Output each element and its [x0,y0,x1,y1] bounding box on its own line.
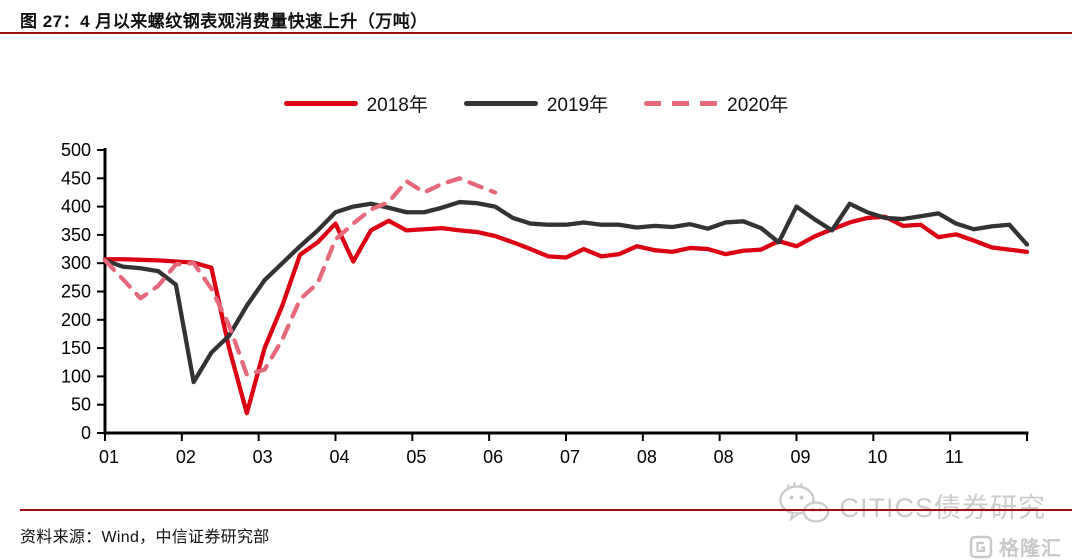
x-tick-label: 09 [790,447,810,467]
title-underline [0,32,1072,34]
legend-item-2018: 2018年 [283,90,428,117]
y-tick-label: 300 [61,253,91,273]
chart-area: 0 50 100 150 200 250 300 350 400 450 500 01 02 03 04 05… [0,125,1072,475]
x-tick-label: 10 [867,447,887,467]
x-tick-label: 08 [637,447,657,467]
legend-label-2018: 2018年 [366,95,428,116]
source-note: 资料来源：Wind，中信证券研究部 [20,529,270,546]
y-tick-label: 500 [61,140,91,160]
legend-item-2020: 2020年 [644,90,788,117]
source-divider [20,509,1072,511]
x-tick-label: 03 [253,447,273,467]
legend-swatch-2018 [283,101,358,106]
page-title: 图 27：4 月以来螺纹钢表观消费量快速上升（万吨） [20,12,428,31]
legend-item-2019: 2019年 [463,90,609,117]
legend-swatch-2019 [463,101,538,106]
wechat-icon [779,482,830,523]
y-tick-label: 400 [61,197,91,217]
legend-label-2020: 2020年 [727,95,789,116]
series-line-2019年 [102,199,1030,385]
gelonghui-icon [969,535,993,558]
citics-watermark-label: CITICS债券研究 [839,492,1046,523]
y-tick-label: 150 [61,338,91,358]
y-tick-label: 200 [61,310,91,330]
y-tick-label: 350 [61,225,91,245]
x-tick-label: 01 [99,447,119,467]
y-tick-label: 0 [81,423,91,443]
chart-legend: 2018年 2019年 2020年 [0,90,1072,117]
y-tick-label: 450 [61,168,91,188]
x-tick-label: 08 [714,447,734,467]
x-tick-label: 04 [329,447,349,467]
legend-label-2019: 2019年 [546,95,609,116]
x-tick-label: 06 [483,447,503,467]
y-tick-label: 250 [61,282,91,302]
x-tick-label: 11 [945,447,964,467]
gelonghui-watermark: 格隆汇 [969,532,1062,560]
gelonghui-label: 格隆汇 [999,538,1062,560]
legend-swatch-2020 [644,101,719,106]
citics-watermark: CITICS债券研究 [777,482,1046,528]
y-tick-label: 50 [71,395,91,415]
x-tick-label: 07 [560,447,580,467]
x-tick-label: 02 [176,447,196,467]
consumption-line-chart: 0 50 100 150 200 250 300 350 400 450 500 01 02 03 04 05… [61,140,1030,467]
series-line-2020年 [102,176,498,377]
x-tick-label: 05 [406,447,426,467]
y-tick-label: 100 [61,366,91,386]
